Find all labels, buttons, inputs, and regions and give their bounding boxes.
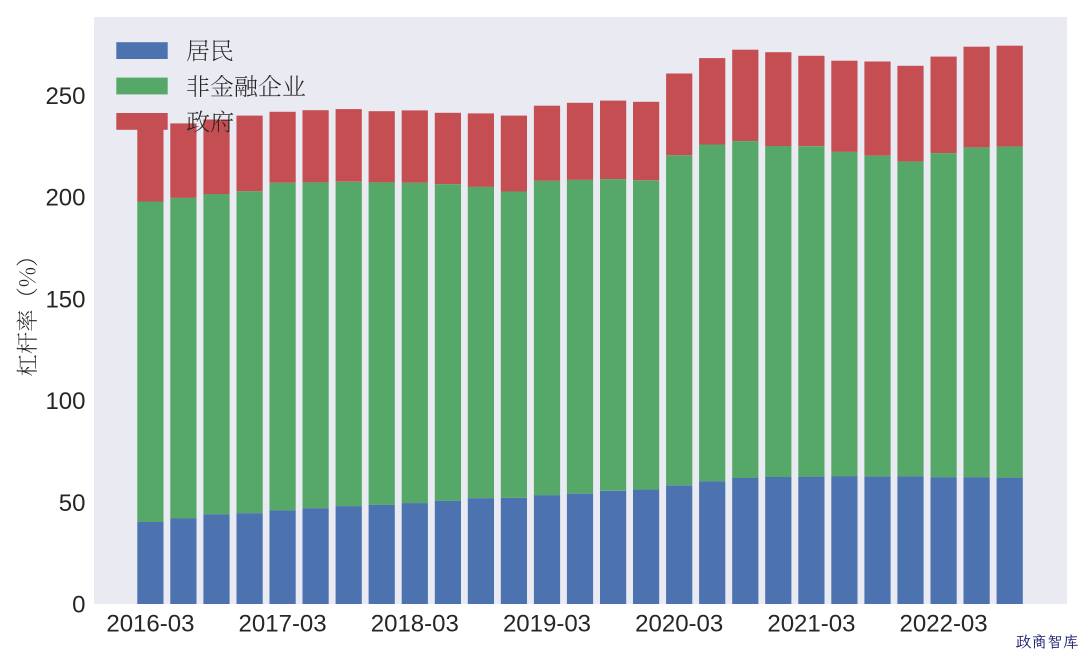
svg-text:50: 50 — [59, 490, 86, 517]
svg-text:250: 250 — [45, 83, 85, 110]
svg-text:0: 0 — [72, 592, 85, 619]
svg-text:100: 100 — [45, 388, 85, 415]
svg-text:2016-03: 2016-03 — [106, 610, 194, 637]
svg-text:2021-03: 2021-03 — [767, 610, 855, 637]
svg-text:2022-03: 2022-03 — [900, 610, 988, 637]
svg-text:200: 200 — [45, 185, 85, 212]
svg-text:2018-03: 2018-03 — [371, 610, 459, 637]
svg-text:2019-03: 2019-03 — [503, 610, 591, 637]
svg-text:2020-03: 2020-03 — [635, 610, 723, 637]
svg-text:150: 150 — [45, 287, 85, 314]
svg-text:2017-03: 2017-03 — [239, 610, 327, 637]
